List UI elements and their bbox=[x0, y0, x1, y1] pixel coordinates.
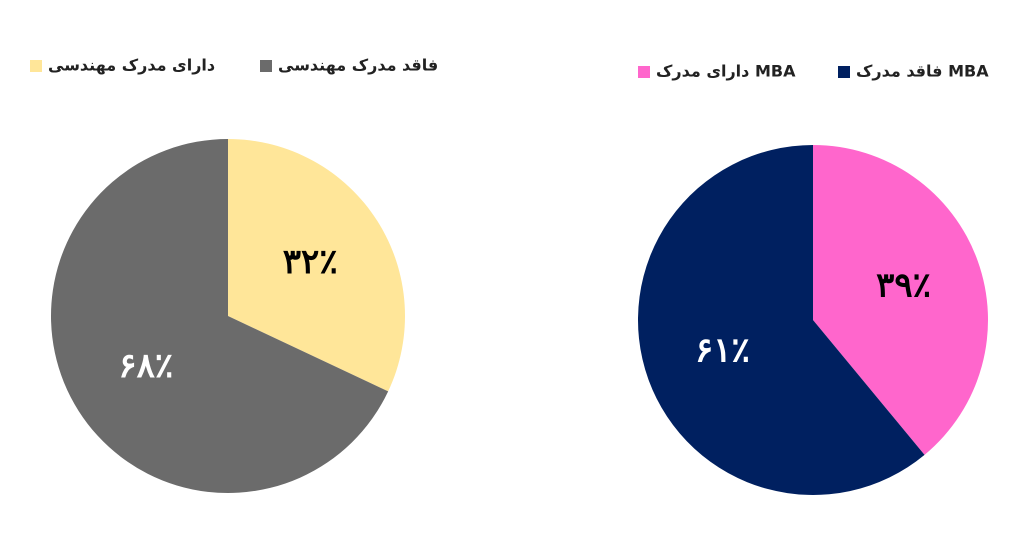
data-label: ۶۸٪ bbox=[118, 346, 173, 386]
data-label: ۳۲٪ bbox=[283, 242, 338, 282]
pie-slice bbox=[51, 139, 389, 494]
legend-label: فاقد مدرک MBA bbox=[856, 62, 989, 81]
legend-swatch bbox=[30, 60, 42, 72]
legend-label: دارای مدرک MBA bbox=[656, 62, 796, 81]
legend-swatch bbox=[638, 66, 650, 78]
legend-swatch bbox=[260, 60, 272, 72]
legend-label: دارای مدرک مهندسی bbox=[48, 56, 215, 75]
legend-label: فاقد مدرک مهندسی bbox=[278, 56, 438, 75]
legend-swatch bbox=[838, 66, 850, 78]
pie-slice bbox=[637, 145, 925, 495]
data-label: ۶۱٪ bbox=[695, 331, 750, 371]
pie-slice bbox=[228, 139, 405, 392]
data-label: ۳۹٪ bbox=[876, 265, 931, 305]
pie-slice bbox=[813, 145, 988, 455]
